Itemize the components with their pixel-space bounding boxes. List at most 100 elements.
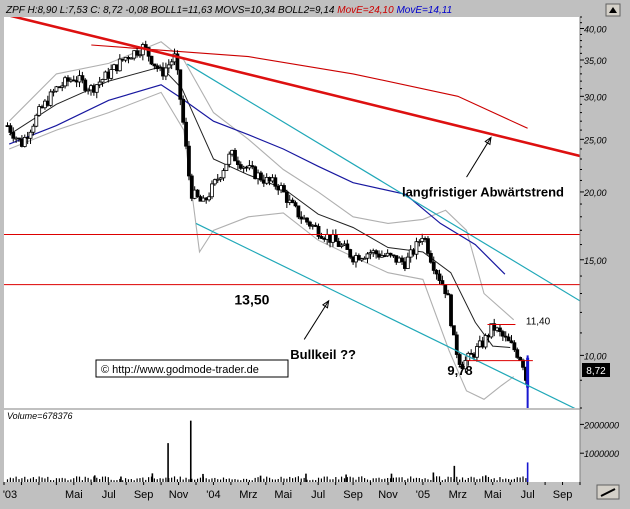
candle-body	[83, 79, 88, 91]
bullkeil-arrow-head	[321, 299, 330, 309]
candle-body	[454, 334, 459, 355]
annotation-label: 13,50	[234, 292, 269, 308]
volume-bar	[150, 476, 153, 482]
volume-bar	[179, 476, 181, 482]
scroll-up-button[interactable]	[605, 3, 621, 17]
candle-body	[169, 61, 174, 66]
volume-bar	[277, 478, 279, 482]
candle-body	[149, 55, 154, 65]
volume-tick-label: 1000000	[584, 449, 619, 459]
candle-body	[215, 178, 220, 181]
month-label: Mrz	[449, 489, 467, 501]
volume-bars	[6, 420, 529, 482]
volume-bar	[87, 477, 89, 482]
candle-body	[259, 172, 263, 181]
volume-bar	[78, 476, 81, 482]
volume-bar	[361, 476, 363, 482]
volume-bar	[173, 476, 176, 482]
candle-body	[218, 177, 223, 180]
axes: 10,00 15,00 20,00 25,00 30,00 35,00 40,00 10000…	[3, 16, 619, 501]
candle-body	[189, 175, 194, 199]
volume-bar	[124, 478, 127, 482]
volume-bar	[444, 479, 446, 482]
candle-body	[443, 284, 448, 295]
candle-body	[48, 91, 53, 106]
volume-bar	[153, 478, 155, 482]
volume-bar	[306, 479, 308, 482]
volume-bar	[248, 479, 251, 482]
volume-bar	[317, 477, 320, 482]
volume-spike-bar	[305, 473, 307, 482]
candle-body	[284, 191, 289, 203]
candle-body	[339, 244, 344, 247]
month-label: Mai	[274, 489, 292, 501]
volume-bar	[127, 479, 130, 482]
volume-bar	[6, 479, 9, 482]
volume-bar	[171, 477, 173, 482]
candle-body	[434, 270, 439, 275]
volume-bar	[101, 476, 104, 482]
volume-bar	[67, 480, 69, 482]
candle-body	[518, 357, 523, 361]
volume-bar	[220, 479, 222, 482]
volume-bar	[257, 477, 259, 482]
volume-bar	[476, 479, 478, 482]
candle-body	[155, 65, 160, 70]
volume-bar	[398, 477, 400, 482]
candle-body	[138, 54, 142, 57]
volume-panel-background	[4, 410, 580, 482]
volume-bar	[228, 478, 230, 482]
candle-body	[515, 349, 520, 358]
volume-bar	[93, 476, 95, 482]
candle-body	[80, 75, 85, 81]
volume-bar	[366, 479, 369, 482]
month-label: Sep	[134, 489, 154, 501]
candle-body	[184, 121, 188, 147]
month-label: Mai	[65, 489, 83, 501]
sma-line	[8, 66, 511, 348]
candle-body	[313, 224, 318, 227]
month-label: Sep	[343, 489, 363, 501]
scroll-down-button[interactable]	[596, 484, 620, 500]
candle-body	[440, 280, 445, 286]
candle-body	[235, 160, 240, 165]
candle-body	[437, 273, 442, 281]
volume-bar	[182, 479, 184, 482]
volume-bar	[107, 477, 109, 482]
candle-body	[305, 217, 309, 223]
volume-bar	[64, 478, 66, 482]
candle-body	[28, 131, 33, 139]
volume-bar	[329, 479, 331, 482]
volume-bar	[479, 478, 481, 482]
volume-spike-bar	[453, 465, 456, 482]
annotation-label: 9,78	[447, 363, 472, 378]
annotation-label: Bullkeil ??	[290, 347, 356, 362]
volume-bar	[130, 479, 132, 482]
volume-bar	[286, 478, 288, 482]
volume-bar	[496, 480, 498, 482]
volume-bar	[502, 479, 504, 482]
volume-bar	[70, 479, 72, 482]
volume-bar	[424, 478, 426, 482]
volume-bar	[222, 477, 225, 482]
volume-bar	[81, 480, 83, 482]
month-label: Mai	[484, 489, 502, 501]
volume-bar	[185, 477, 187, 482]
candle-body	[163, 67, 168, 77]
volume-bar	[274, 479, 276, 482]
volume-bar	[254, 477, 256, 482]
volume-bar	[47, 476, 49, 482]
candle-body	[250, 165, 255, 168]
month-label: Sep	[553, 489, 573, 501]
volume-bar	[459, 479, 461, 482]
volume-bar	[32, 477, 35, 482]
volume-bar	[214, 477, 216, 482]
candle-body	[388, 252, 393, 256]
volume-bar	[346, 477, 348, 482]
volume-bar	[50, 480, 52, 482]
candle-body	[345, 243, 350, 250]
price-tick-label: 15,00	[584, 256, 607, 266]
candle-body	[51, 90, 56, 93]
volume-bar	[133, 480, 135, 482]
volume-bar	[251, 480, 253, 482]
